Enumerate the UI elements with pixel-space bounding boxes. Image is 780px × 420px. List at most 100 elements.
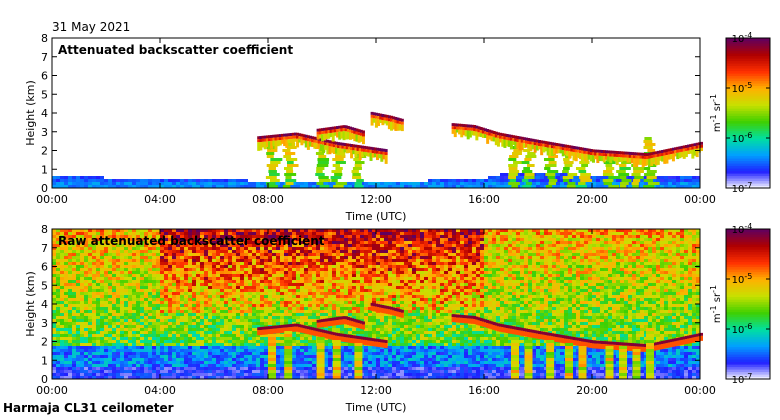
cloud-base-cell (270, 140, 274, 149)
heatmap-cell (80, 286, 84, 289)
heatmap-cell (232, 373, 236, 376)
heatmap-cell (244, 358, 248, 361)
heatmap-cell (292, 280, 296, 283)
precipitation-streak (567, 173, 578, 176)
heatmap-cell (172, 358, 176, 361)
cloud-base-cell (589, 155, 593, 162)
cloud-base-cell (302, 140, 306, 144)
heatmap-cell (260, 358, 264, 361)
heatmap-cell (304, 313, 308, 316)
heatmap-cell (120, 265, 124, 268)
precipitation-streak (331, 170, 342, 173)
heatmap-cell (240, 316, 244, 319)
heatmap-cell (240, 367, 244, 370)
heatmap-cell (156, 262, 160, 265)
heatmap-cell (92, 250, 96, 253)
cloud-base-cell (280, 136, 284, 140)
heatmap-cell (240, 319, 244, 322)
heatmap-cell (492, 182, 496, 185)
heatmap-cell (200, 334, 204, 337)
heatmap-cell (292, 244, 296, 247)
cloud-base-cell (358, 151, 362, 160)
heatmap-cell (264, 289, 268, 292)
heatmap-cell (280, 295, 284, 298)
heatmap-cell (128, 328, 132, 331)
heatmap-cell (232, 238, 236, 241)
heatmap-cell (192, 298, 196, 301)
heatmap-cell (72, 316, 76, 319)
heatmap-cell (168, 232, 172, 235)
heatmap-cell (88, 328, 92, 331)
heatmap-cell (104, 232, 108, 235)
heatmap-cell (160, 262, 164, 265)
heatmap-cell (228, 289, 232, 292)
cloud-base-cell (360, 145, 364, 149)
heatmap-cell (112, 277, 116, 280)
heatmap-cell (100, 232, 104, 235)
heatmap-cell (124, 352, 128, 355)
heatmap-cell (196, 367, 200, 370)
heatmap-cell (144, 340, 148, 343)
heatmap-cell (64, 346, 68, 349)
heatmap-cell (264, 367, 268, 370)
precipitation-streak (524, 173, 535, 176)
cloud-base-cell (385, 117, 389, 121)
heatmap-cell (196, 355, 200, 358)
heatmap-cell (296, 268, 300, 271)
heatmap-cell (208, 349, 212, 352)
heatmap-cell (280, 182, 284, 185)
heatmap-cell (56, 280, 60, 283)
heatmap-cell (276, 346, 280, 349)
heatmap-cell (456, 185, 460, 188)
heatmap-cell (324, 244, 328, 247)
heatmap-cell (300, 185, 304, 188)
precipitation-streak (580, 179, 593, 182)
heatmap-cell (92, 229, 96, 232)
heatmap-cell (128, 185, 132, 188)
heatmap-cell (256, 316, 260, 319)
heatmap-cell (196, 343, 200, 346)
heatmap-cell (80, 185, 84, 188)
heatmap-cell (96, 325, 100, 328)
heatmap-cell (168, 259, 172, 262)
cloud-base-cell (326, 145, 330, 155)
heatmap-cell (140, 334, 144, 337)
heatmap-cell (96, 310, 100, 313)
heatmap-cell (288, 283, 292, 286)
heatmap-cell (228, 271, 232, 274)
heatmap-cell (284, 232, 288, 235)
heatmap-cell (96, 256, 100, 259)
heatmap-cell (296, 301, 300, 304)
heatmap-cell (120, 232, 124, 235)
colorbar-segment (726, 158, 770, 162)
heatmap-cell (664, 182, 668, 185)
heatmap-cell (260, 271, 264, 274)
heatmap-cell (84, 262, 88, 265)
heatmap-cell (252, 313, 256, 316)
cloud-base-cell (378, 148, 382, 152)
heatmap-cell (296, 265, 300, 268)
heatmap-cell (328, 247, 332, 250)
heatmap-cell (260, 304, 264, 307)
heatmap-cell (212, 349, 216, 352)
heatmap-cell (268, 277, 272, 280)
heatmap-cell (84, 229, 88, 232)
heatmap-cell (200, 310, 204, 313)
heatmap-cell (108, 343, 112, 346)
heatmap-cell (200, 250, 204, 253)
colorbar-segment (726, 178, 770, 182)
heatmap-cell (64, 376, 68, 379)
heatmap-cell (56, 301, 60, 304)
heatmap-cell (124, 289, 128, 292)
heatmap-cell (100, 322, 104, 325)
heatmap-cell (84, 340, 88, 343)
heatmap-cell (72, 182, 76, 185)
heatmap-cell (248, 241, 252, 244)
heatmap-cell (520, 176, 524, 179)
cloud-base-cell (289, 136, 293, 140)
heatmap-cell (164, 280, 168, 283)
heatmap-cell (212, 319, 216, 322)
heatmap-cell (272, 259, 276, 262)
heatmap-cell (164, 337, 168, 340)
heatmap-cell (640, 182, 644, 185)
